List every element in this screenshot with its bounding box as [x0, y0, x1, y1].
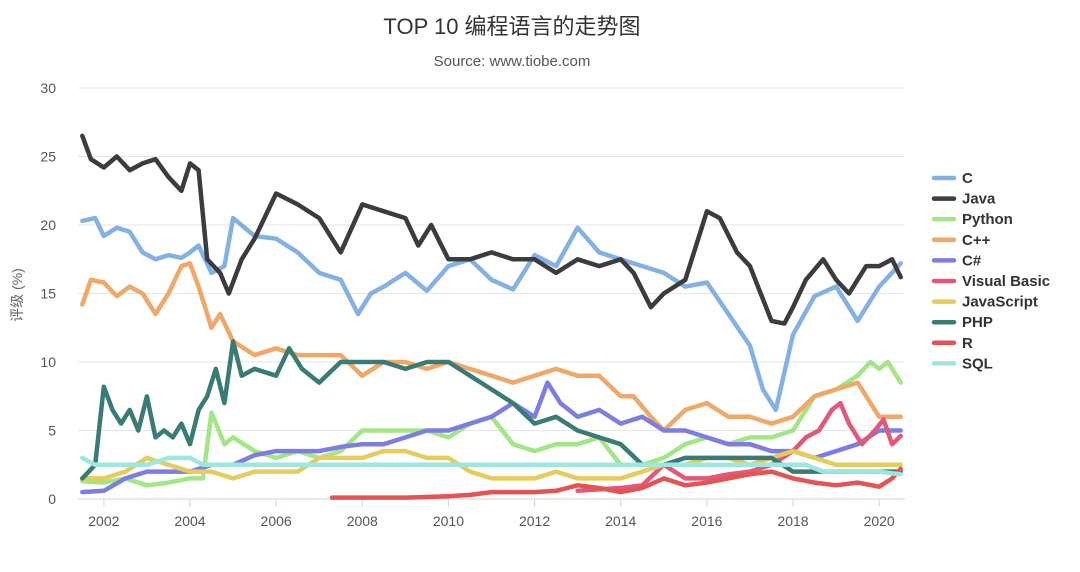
x-tick-label: 2016: [691, 513, 722, 529]
legend-item-c[interactable]: C: [931, 170, 973, 187]
y-tick-label: 15: [40, 286, 56, 302]
series-line-c: [80, 215, 903, 413]
series-line-java: [80, 133, 903, 326]
legend-item-visual-basic[interactable]: Visual Basic: [931, 273, 1050, 290]
legend-label: Python: [962, 211, 1013, 228]
series-line-visual-basic: [575, 400, 903, 494]
series-line-javascript: [80, 448, 903, 481]
series-line-c: [80, 261, 903, 433]
series-lines: [80, 133, 903, 500]
legend-item-java[interactable]: Java: [931, 191, 996, 208]
legend-item-sql[interactable]: SQL: [931, 355, 993, 372]
x-tick-label: 2014: [605, 513, 636, 529]
y-tick-label: 5: [48, 423, 56, 439]
x-tick-label: 2004: [174, 513, 205, 529]
grid: [78, 87, 905, 500]
axes: 0 5 10 15 20 25 30 2002 2004 2006 2008 2010 2012 2014…: [40, 80, 905, 529]
series-line-php: [80, 339, 903, 481]
y-tick-label: 25: [40, 149, 56, 165]
legend-label: JavaScript: [962, 294, 1038, 311]
legend-item-php[interactable]: PHP: [931, 314, 993, 331]
chart-title: TOP 10 编程语言的走势图: [383, 14, 640, 39]
chart-subtitle: Source: www.tiobe.com: [434, 53, 591, 70]
x-tick-label: 2008: [347, 513, 378, 529]
x-tick-label: 2010: [433, 513, 464, 529]
y-axis-label: 评级 (%): [9, 268, 25, 322]
legend-label: R: [962, 335, 973, 352]
legend-label: C++: [962, 232, 991, 249]
x-tick-label: 2020: [864, 513, 895, 529]
x-tick-label: 2006: [261, 513, 292, 529]
x-tick-label: 2002: [88, 513, 119, 529]
legend-label: SQL: [962, 355, 993, 372]
x-tick-label: 2012: [519, 513, 550, 529]
series-line-sql: [80, 455, 903, 477]
legend-item-python[interactable]: Python: [931, 211, 1013, 228]
y-tick-label: 30: [40, 80, 56, 96]
legend-label: PHP: [962, 314, 993, 331]
y-tick-label: 10: [40, 354, 56, 370]
x-tick-label: 2018: [777, 513, 808, 529]
legend-item-c[interactable]: C#: [931, 252, 982, 269]
legend-label: Java: [962, 191, 996, 208]
legend-label: Visual Basic: [962, 273, 1050, 290]
legend-item-javascript[interactable]: JavaScript: [931, 294, 1038, 311]
legend-item-c[interactable]: C++: [931, 232, 991, 249]
series-line-r: [329, 466, 903, 500]
legend: C Java Python C++ C# Visual Basic JavaScript PH…: [931, 170, 1050, 372]
y-tick-label: 0: [48, 491, 56, 507]
legend-item-r[interactable]: R: [931, 335, 973, 352]
legend-label: C#: [962, 252, 982, 269]
legend-label: C: [962, 170, 973, 187]
y-tick-label: 20: [40, 217, 56, 233]
